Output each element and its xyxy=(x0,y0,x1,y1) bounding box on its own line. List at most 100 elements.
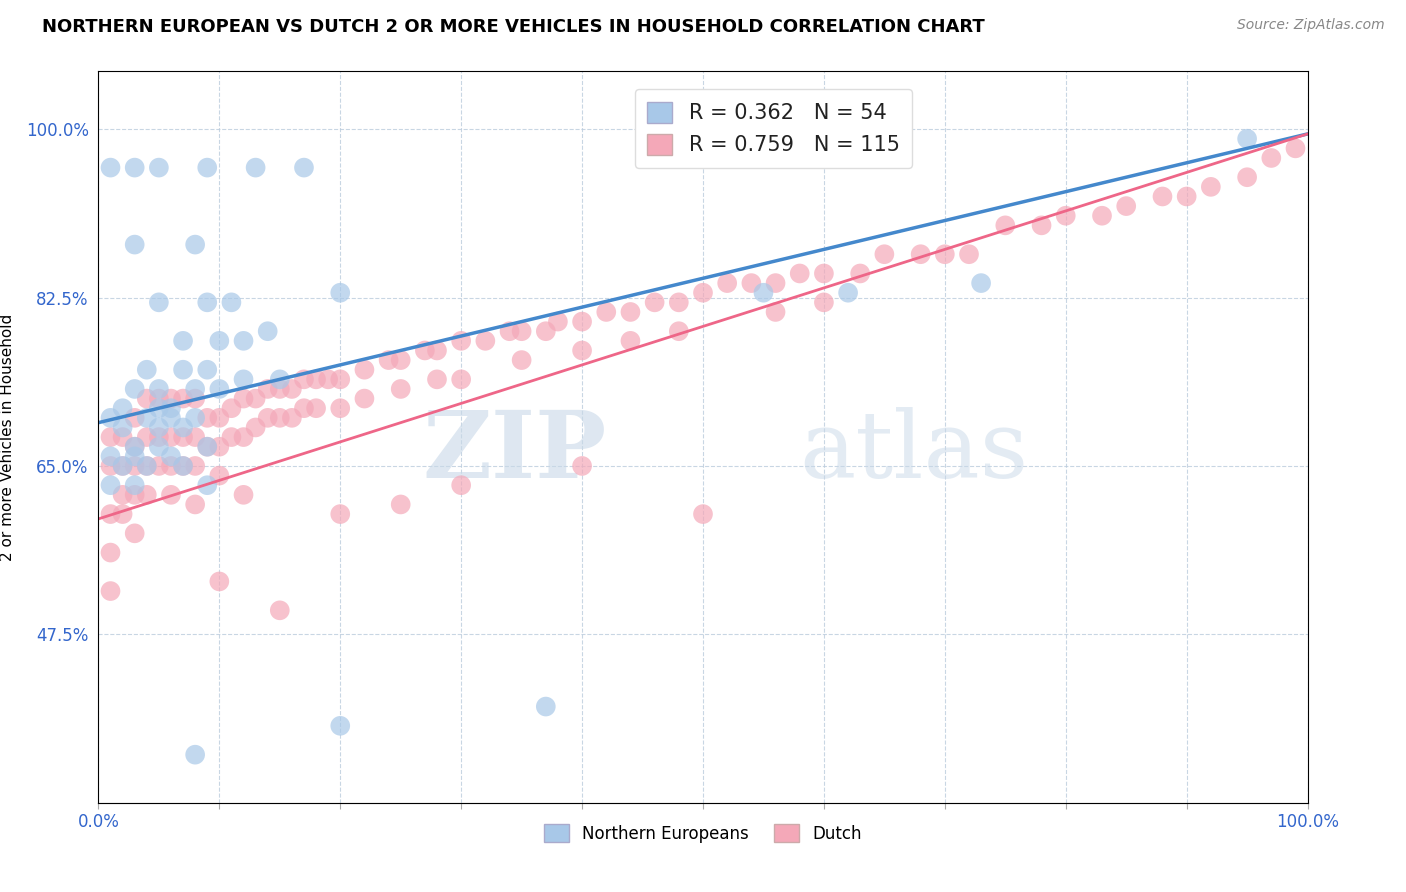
Point xyxy=(221,401,243,416)
Point xyxy=(1260,151,1282,165)
Point xyxy=(124,450,146,464)
Point xyxy=(644,295,666,310)
Point xyxy=(619,305,641,319)
Point xyxy=(765,276,787,290)
Point xyxy=(245,392,267,406)
Point xyxy=(837,285,859,300)
Point xyxy=(571,458,593,473)
Point xyxy=(389,498,412,512)
Point xyxy=(1236,132,1258,146)
Point xyxy=(124,161,146,175)
Point xyxy=(292,401,315,416)
Point xyxy=(124,488,146,502)
Point xyxy=(740,276,762,290)
Point xyxy=(111,430,134,444)
Point xyxy=(510,324,533,338)
Point xyxy=(692,507,714,521)
Point xyxy=(256,324,278,338)
Point xyxy=(195,440,218,454)
Point xyxy=(450,334,472,348)
Point xyxy=(135,488,157,502)
Point xyxy=(111,420,134,434)
Point xyxy=(269,382,291,396)
Point xyxy=(184,747,207,762)
Text: NORTHERN EUROPEAN VS DUTCH 2 OR MORE VEHICLES IN HOUSEHOLD CORRELATION CHART: NORTHERN EUROPEAN VS DUTCH 2 OR MORE VEH… xyxy=(42,18,986,36)
Point xyxy=(111,401,134,416)
Point xyxy=(184,410,207,425)
Point xyxy=(208,468,231,483)
Point xyxy=(184,458,207,473)
Point xyxy=(232,334,254,348)
Point xyxy=(124,440,146,454)
Legend: Northern Europeans, Dutch: Northern Europeans, Dutch xyxy=(537,818,869,849)
Point xyxy=(172,392,194,406)
Point xyxy=(184,382,207,396)
Point xyxy=(1199,179,1222,194)
Point xyxy=(873,247,896,261)
Point xyxy=(1175,189,1198,203)
Point xyxy=(195,295,218,310)
Point xyxy=(100,410,122,425)
Y-axis label: 2 or more Vehicles in Household: 2 or more Vehicles in Household xyxy=(0,313,14,561)
Point xyxy=(269,410,291,425)
Point xyxy=(426,372,449,386)
Point xyxy=(329,507,352,521)
Point xyxy=(474,334,496,348)
Point xyxy=(1152,189,1174,203)
Point xyxy=(595,305,617,319)
Point xyxy=(547,315,569,329)
Point xyxy=(389,382,412,396)
Point xyxy=(172,458,194,473)
Point xyxy=(281,382,304,396)
Point xyxy=(619,334,641,348)
Point xyxy=(813,295,835,310)
Point xyxy=(450,478,472,492)
Point xyxy=(111,507,134,521)
Point xyxy=(353,362,375,376)
Point xyxy=(389,353,412,368)
Point xyxy=(195,440,218,454)
Point xyxy=(849,267,872,281)
Point xyxy=(232,488,254,502)
Point xyxy=(994,219,1017,233)
Point xyxy=(172,334,194,348)
Point xyxy=(148,401,170,416)
Point xyxy=(124,382,146,396)
Point xyxy=(269,603,291,617)
Point xyxy=(1115,199,1137,213)
Point xyxy=(195,478,218,492)
Text: ZIP: ZIP xyxy=(422,407,606,497)
Point xyxy=(353,392,375,406)
Point xyxy=(281,410,304,425)
Point xyxy=(668,324,690,338)
Point xyxy=(269,372,291,386)
Point xyxy=(377,353,399,368)
Point xyxy=(1236,170,1258,185)
Point xyxy=(1091,209,1114,223)
Point xyxy=(111,458,134,473)
Point xyxy=(100,450,122,464)
Point xyxy=(305,372,328,386)
Point xyxy=(232,392,254,406)
Point xyxy=(100,430,122,444)
Point xyxy=(329,372,352,386)
Point xyxy=(100,507,122,521)
Point xyxy=(148,161,170,175)
Point xyxy=(135,410,157,425)
Point xyxy=(172,430,194,444)
Point xyxy=(668,295,690,310)
Point xyxy=(789,267,811,281)
Point xyxy=(571,315,593,329)
Point xyxy=(111,458,134,473)
Point xyxy=(124,478,146,492)
Point xyxy=(329,401,352,416)
Point xyxy=(184,498,207,512)
Point xyxy=(184,430,207,444)
Point xyxy=(160,401,183,416)
Point xyxy=(934,247,956,261)
Point xyxy=(135,392,157,406)
Point xyxy=(329,719,352,733)
Point xyxy=(426,343,449,358)
Point xyxy=(208,334,231,348)
Point xyxy=(160,430,183,444)
